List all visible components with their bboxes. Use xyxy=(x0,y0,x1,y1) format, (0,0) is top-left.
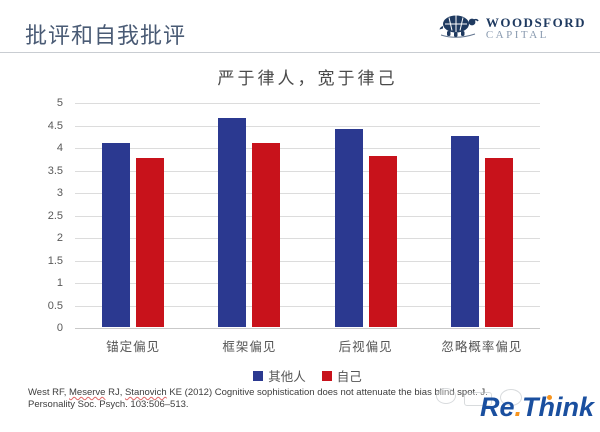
woodsford-capital-logo: WOODSFORD CAPITAL xyxy=(439,11,586,46)
gridline xyxy=(75,193,540,194)
page-title: 批评和自我批评 xyxy=(25,23,187,48)
gridline xyxy=(75,125,540,127)
y-axis-labels: 5 4.5 4 3.5 3 2.5 2 1.5 1 0.5 0 xyxy=(28,97,68,334)
logo-line2: CAPITAL xyxy=(485,28,549,41)
citation-line2: Personality Soc. Psych. 103:506–513. xyxy=(28,399,189,410)
turtle-icon xyxy=(439,11,481,46)
bar-自己-后视偏见 xyxy=(368,156,397,327)
gridline xyxy=(75,283,540,284)
y-tick-label: 3 xyxy=(56,187,63,199)
legend-label: 自己 xyxy=(336,369,362,384)
header-divider xyxy=(0,52,600,53)
citation-line1: West RF, Meserve RJ, Stanovich KE (2012)… xyxy=(28,387,588,399)
bar-自己-锚定偏见 xyxy=(136,158,165,327)
gridline xyxy=(75,260,540,262)
bar-自己-框架偏见 xyxy=(252,142,281,327)
citation-seg-misspelled: Stanovich xyxy=(124,387,167,398)
legend-item-其他人: 其他人 xyxy=(253,366,306,385)
rethink-watermark: Re.Think xyxy=(480,392,594,423)
citation: West RF, Meserve RJ, Stanovich KE (2012)… xyxy=(28,387,588,411)
bar-自己-忽略概率偏见 xyxy=(484,158,513,327)
x-category-label: 框架偏见 xyxy=(222,339,277,354)
plot-area xyxy=(75,103,540,329)
y-tick-label: 4.5 xyxy=(47,119,63,132)
gridline xyxy=(75,328,540,329)
bar-其他人-锚定偏见 xyxy=(102,142,131,327)
y-tick-label: 3.5 xyxy=(47,164,63,177)
gridline xyxy=(75,305,540,307)
y-tick-label: 0 xyxy=(56,322,63,334)
gridline xyxy=(75,103,540,104)
legend-swatch xyxy=(253,370,264,381)
citation-seg: KE (2012) Cognitive sophistication does … xyxy=(166,387,488,398)
chart-title: 严于律人，宽于律己 xyxy=(217,69,398,89)
gridline xyxy=(75,170,540,172)
gridline xyxy=(75,215,540,217)
citation-seg-misspelled: Meserve xyxy=(69,387,106,398)
rethink-think: Think xyxy=(522,392,594,422)
x-category-label: 忽略概率偏见 xyxy=(441,339,523,354)
rethink-dot: . xyxy=(514,392,522,422)
legend-swatch xyxy=(321,370,332,381)
x-axis-labels: 锚定偏见 框架偏见 后视偏见 忽略概率偏见 xyxy=(75,336,540,356)
y-tick-label: 5 xyxy=(56,97,63,109)
logo-line1: WOODSFORD xyxy=(485,14,586,30)
x-category-label: 锚定偏见 xyxy=(106,339,161,354)
y-tick-label: 2 xyxy=(56,232,63,244)
bar-其他人-后视偏见 xyxy=(334,129,363,327)
bar-其他人-框架偏见 xyxy=(218,117,247,327)
chart-legend: 其他人 自己 xyxy=(75,366,540,385)
citation-seg: West RF, xyxy=(28,387,69,398)
rethink-i-dot xyxy=(547,395,552,400)
bar-其他人-忽略概率偏见 xyxy=(450,135,479,327)
gridline xyxy=(75,148,540,149)
logo-wordmark: WOODSFORD CAPITAL xyxy=(486,16,586,41)
y-tick-label: 4 xyxy=(56,142,63,154)
y-tick-label: 1.5 xyxy=(47,254,63,267)
y-tick-label: 1 xyxy=(56,277,63,289)
y-tick-label: 2.5 xyxy=(47,209,63,222)
citation-seg: RJ, xyxy=(105,387,125,398)
y-tick-label: 0.5 xyxy=(47,299,63,312)
legend-label: 其他人 xyxy=(268,369,306,384)
watermark-garble xyxy=(430,386,540,410)
x-category-label: 后视偏见 xyxy=(338,339,393,354)
rethink-re: Re xyxy=(479,392,515,422)
legend-item-自己: 自己 xyxy=(321,366,362,385)
gridline xyxy=(75,238,540,239)
